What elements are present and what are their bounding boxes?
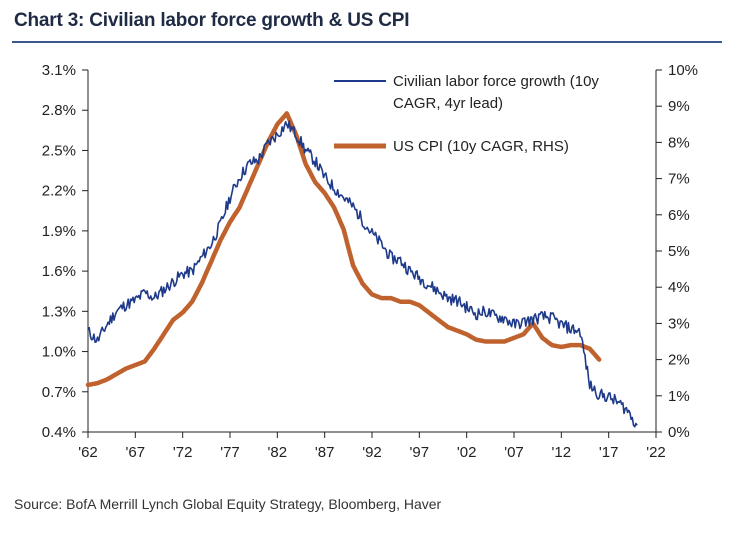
right-tick-label: 3% (668, 315, 690, 332)
chart-title: Chart 3: Civilian labor force growth & U… (14, 10, 410, 31)
chart-axes (87, 70, 657, 433)
chart-lines (85, 111, 638, 428)
x-tick-label: '02 (457, 444, 477, 461)
left-tick-label: 3.1% (42, 62, 76, 79)
x-tick-label: '07 (504, 444, 524, 461)
legend-cpi-label: US CPI (10y CAGR, RHS) (393, 138, 569, 155)
x-tick-label: '17 (599, 444, 619, 461)
title-divider (12, 41, 722, 43)
left-tick-label: 2.5% (42, 142, 76, 159)
x-tick-label: '22 (646, 444, 666, 461)
right-tick-label: 1% (668, 388, 690, 405)
source-note: Source: BofA Merrill Lynch Global Equity… (14, 496, 442, 512)
legend-labor-label: Civilian labor force growth (10y CAGR, 4y… (393, 73, 599, 112)
labor-force-series-line (87, 120, 638, 428)
x-tick-label: '12 (552, 444, 572, 461)
cpi-series-line (85, 111, 602, 388)
x-tick-label: '67 (126, 444, 146, 461)
left-tick-label: 1.9% (42, 223, 76, 240)
right-tick-label: 7% (668, 171, 690, 188)
chart-ticks: 0.4% 0.7% 1.0% 1.3% 1.6% 1.9% 2.2% 2.5% 2.8% 3.1%… (42, 62, 698, 461)
left-tick-label: 1.6% (42, 263, 76, 280)
left-tick-label: 1.0% (42, 344, 76, 361)
left-tick-label: 0.4% (42, 424, 76, 441)
x-tick-label: '82 (268, 444, 288, 461)
left-tick-label: 2.2% (42, 183, 76, 200)
right-tick-label: 0% (668, 424, 690, 441)
x-tick-label: '97 (410, 444, 430, 461)
right-tick-label: 2% (668, 352, 690, 369)
x-tick-label: '77 (220, 444, 240, 461)
right-tick-label: 5% (668, 243, 690, 260)
x-tick-label: '92 (362, 444, 382, 461)
chart-legend: Civilian labor force growth (10y CAGR, 4y… (334, 73, 599, 155)
x-tick-label: '62 (78, 444, 98, 461)
right-tick-label: 4% (668, 279, 690, 296)
chart-svg: 0.4% 0.7% 1.0% 1.3% 1.6% 1.9% 2.2% 2.5% 2.8% 3.1%… (42, 62, 698, 461)
right-tick-label: 8% (668, 134, 690, 151)
right-tick-label: 10% (668, 62, 698, 79)
right-tick-label: 6% (668, 207, 690, 224)
left-tick-label: 0.7% (42, 384, 76, 401)
left-tick-label: 2.8% (42, 102, 76, 119)
right-tick-label: 9% (668, 98, 690, 115)
left-tick-label: 1.3% (42, 303, 76, 320)
x-tick-label: '87 (315, 444, 335, 461)
x-tick-label: '72 (173, 444, 193, 461)
